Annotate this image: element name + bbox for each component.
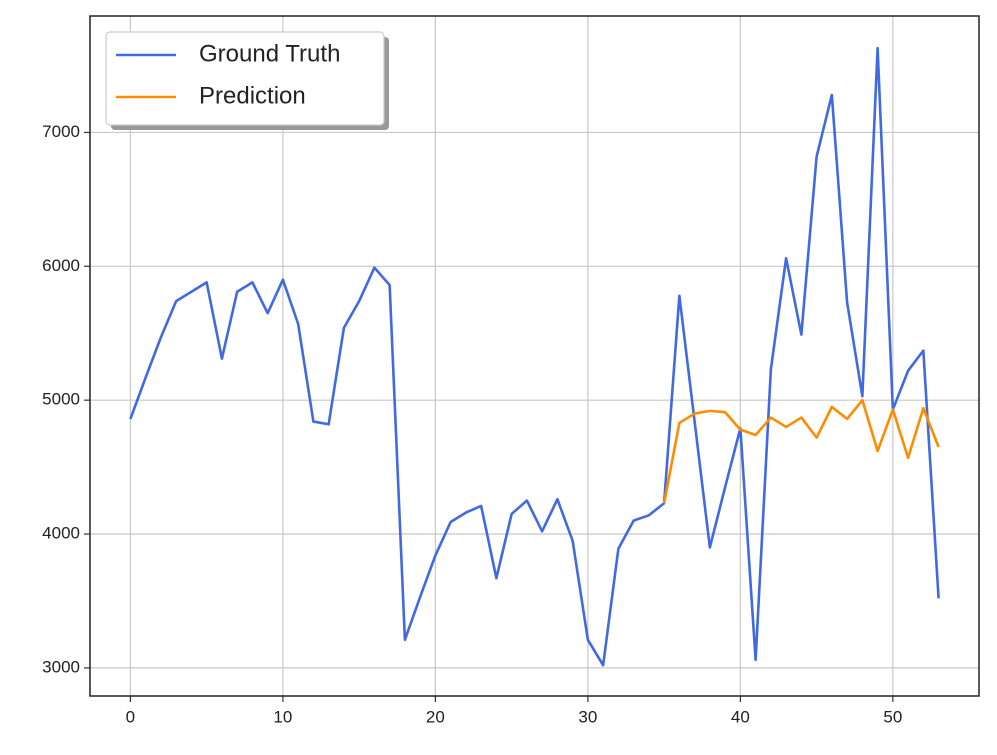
y-tick-label: 6000 xyxy=(42,256,80,275)
y-tick-label: 3000 xyxy=(42,657,80,676)
x-tick-label: 30 xyxy=(578,707,597,726)
x-tick-label: 20 xyxy=(426,707,445,726)
y-tick-label: 4000 xyxy=(42,524,80,543)
plot-frame xyxy=(89,15,980,697)
y-tick-label: 7000 xyxy=(42,122,80,141)
x-tick-label: 0 xyxy=(126,707,135,726)
x-tick-label: 40 xyxy=(731,707,750,726)
legend-label: Ground Truth xyxy=(199,40,340,67)
data-line xyxy=(662,398,940,504)
legend-label: Prediction xyxy=(199,82,306,109)
x-tick-label: 50 xyxy=(883,707,902,726)
y-tick-label: 5000 xyxy=(42,390,80,409)
data-line xyxy=(129,46,940,667)
x-tick-label: 10 xyxy=(273,707,292,726)
